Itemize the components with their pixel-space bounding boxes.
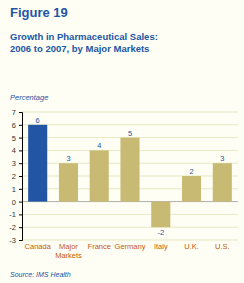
plot: 6 3 4 5 -2 2 3 -3 -2 -1 0 1 2 3 4 5 6 7 CanadaMajorMarkets… <box>9 108 238 260</box>
y-tick: 6 <box>12 121 22 130</box>
y-tick-mark <box>19 112 22 113</box>
y-axis-title: Percentage <box>10 93 48 102</box>
grid-line <box>22 124 238 125</box>
x-tick: Germany <box>115 240 146 251</box>
grid-line <box>22 112 238 113</box>
y-tick-mark <box>19 214 22 215</box>
x-tick: Canada <box>25 240 52 251</box>
grid-line <box>22 240 238 241</box>
bar <box>151 202 170 228</box>
y-tick-mark <box>19 125 22 126</box>
y-tick-label: 3 <box>12 159 16 168</box>
y-axis: -3 -2 -1 0 1 2 3 4 5 6 7 <box>9 108 22 245</box>
y-tick-label: 7 <box>12 108 16 117</box>
x-tick: MajorMarkets <box>55 240 82 260</box>
y-tick-label: -2 <box>9 223 16 232</box>
y-tick-mark <box>19 240 22 241</box>
y-tick-mark <box>19 189 22 190</box>
x-tick-label: Germany <box>115 242 146 251</box>
y-tick-label: 5 <box>12 134 16 143</box>
y-tick: 1 <box>12 185 22 194</box>
source: Source: IMS Health <box>10 271 71 278</box>
y-tick: 3 <box>12 159 22 168</box>
x-tick-label: Canada <box>25 242 52 251</box>
x-tick-label: France <box>88 242 111 251</box>
bar <box>213 163 232 201</box>
x-axis: CanadaMajorMarkets France Germany Italy U.K.… <box>25 240 230 260</box>
y-tick-mark <box>19 227 22 228</box>
bar <box>90 150 109 201</box>
x-tick: France <box>88 240 111 251</box>
bar <box>28 125 47 202</box>
y-tick: 4 <box>12 146 22 155</box>
x-tick-label: MajorMarkets <box>55 242 82 260</box>
chart: Figure 19 Growth in Pharmaceutical Sales:… <box>0 0 244 283</box>
data-label: 6 <box>36 116 40 125</box>
figure-label: Figure 19 <box>10 5 68 20</box>
y-tick-mark <box>19 176 22 177</box>
data-label: 4 <box>97 141 101 150</box>
title: Growth in Pharmaceutical Sales:2006 to 2… <box>10 31 158 54</box>
bar <box>120 138 139 202</box>
y-tick: -1 <box>9 210 22 219</box>
x-tick-label: U.S. <box>215 242 230 251</box>
y-tick: 5 <box>12 134 22 143</box>
y-tick-label: 1 <box>12 185 16 194</box>
x-tick: Italy <box>154 240 168 251</box>
y-tick-label: 6 <box>12 121 16 130</box>
y-tick-mark <box>19 163 22 164</box>
y-tick: 0 <box>12 198 22 207</box>
x-tick: U.S. <box>215 240 230 251</box>
y-axis-line <box>19 113 23 241</box>
grid <box>22 112 238 240</box>
data-label: -2 <box>157 228 164 237</box>
x-tick-label: Italy <box>154 242 168 251</box>
bar <box>182 176 201 202</box>
bars <box>28 125 232 227</box>
grid-line <box>22 227 238 228</box>
y-tick-label: -3 <box>9 236 16 245</box>
y-tick: 2 <box>12 172 22 181</box>
y-tick-mark <box>19 138 22 139</box>
y-tick-label: 0 <box>12 198 16 207</box>
y-tick-mark <box>19 202 22 203</box>
y-tick-label: -1 <box>9 210 16 219</box>
data-label: 2 <box>189 167 193 176</box>
data-label: 3 <box>220 154 224 163</box>
bar <box>59 163 78 201</box>
y-tick: -2 <box>9 223 22 232</box>
grid-line <box>22 214 238 215</box>
x-tick-label: U.K. <box>184 242 199 251</box>
data-labels: 6 3 4 5 -2 2 3 <box>36 116 225 237</box>
data-label: 5 <box>128 129 132 138</box>
y-tick-mark <box>19 150 22 151</box>
y-tick: -3 <box>9 236 22 245</box>
x-tick: U.K. <box>184 240 199 251</box>
y-tick: 7 <box>12 108 22 117</box>
y-tick-label: 2 <box>12 172 16 181</box>
data-label: 3 <box>66 154 70 163</box>
y-tick-label: 4 <box>12 146 16 155</box>
